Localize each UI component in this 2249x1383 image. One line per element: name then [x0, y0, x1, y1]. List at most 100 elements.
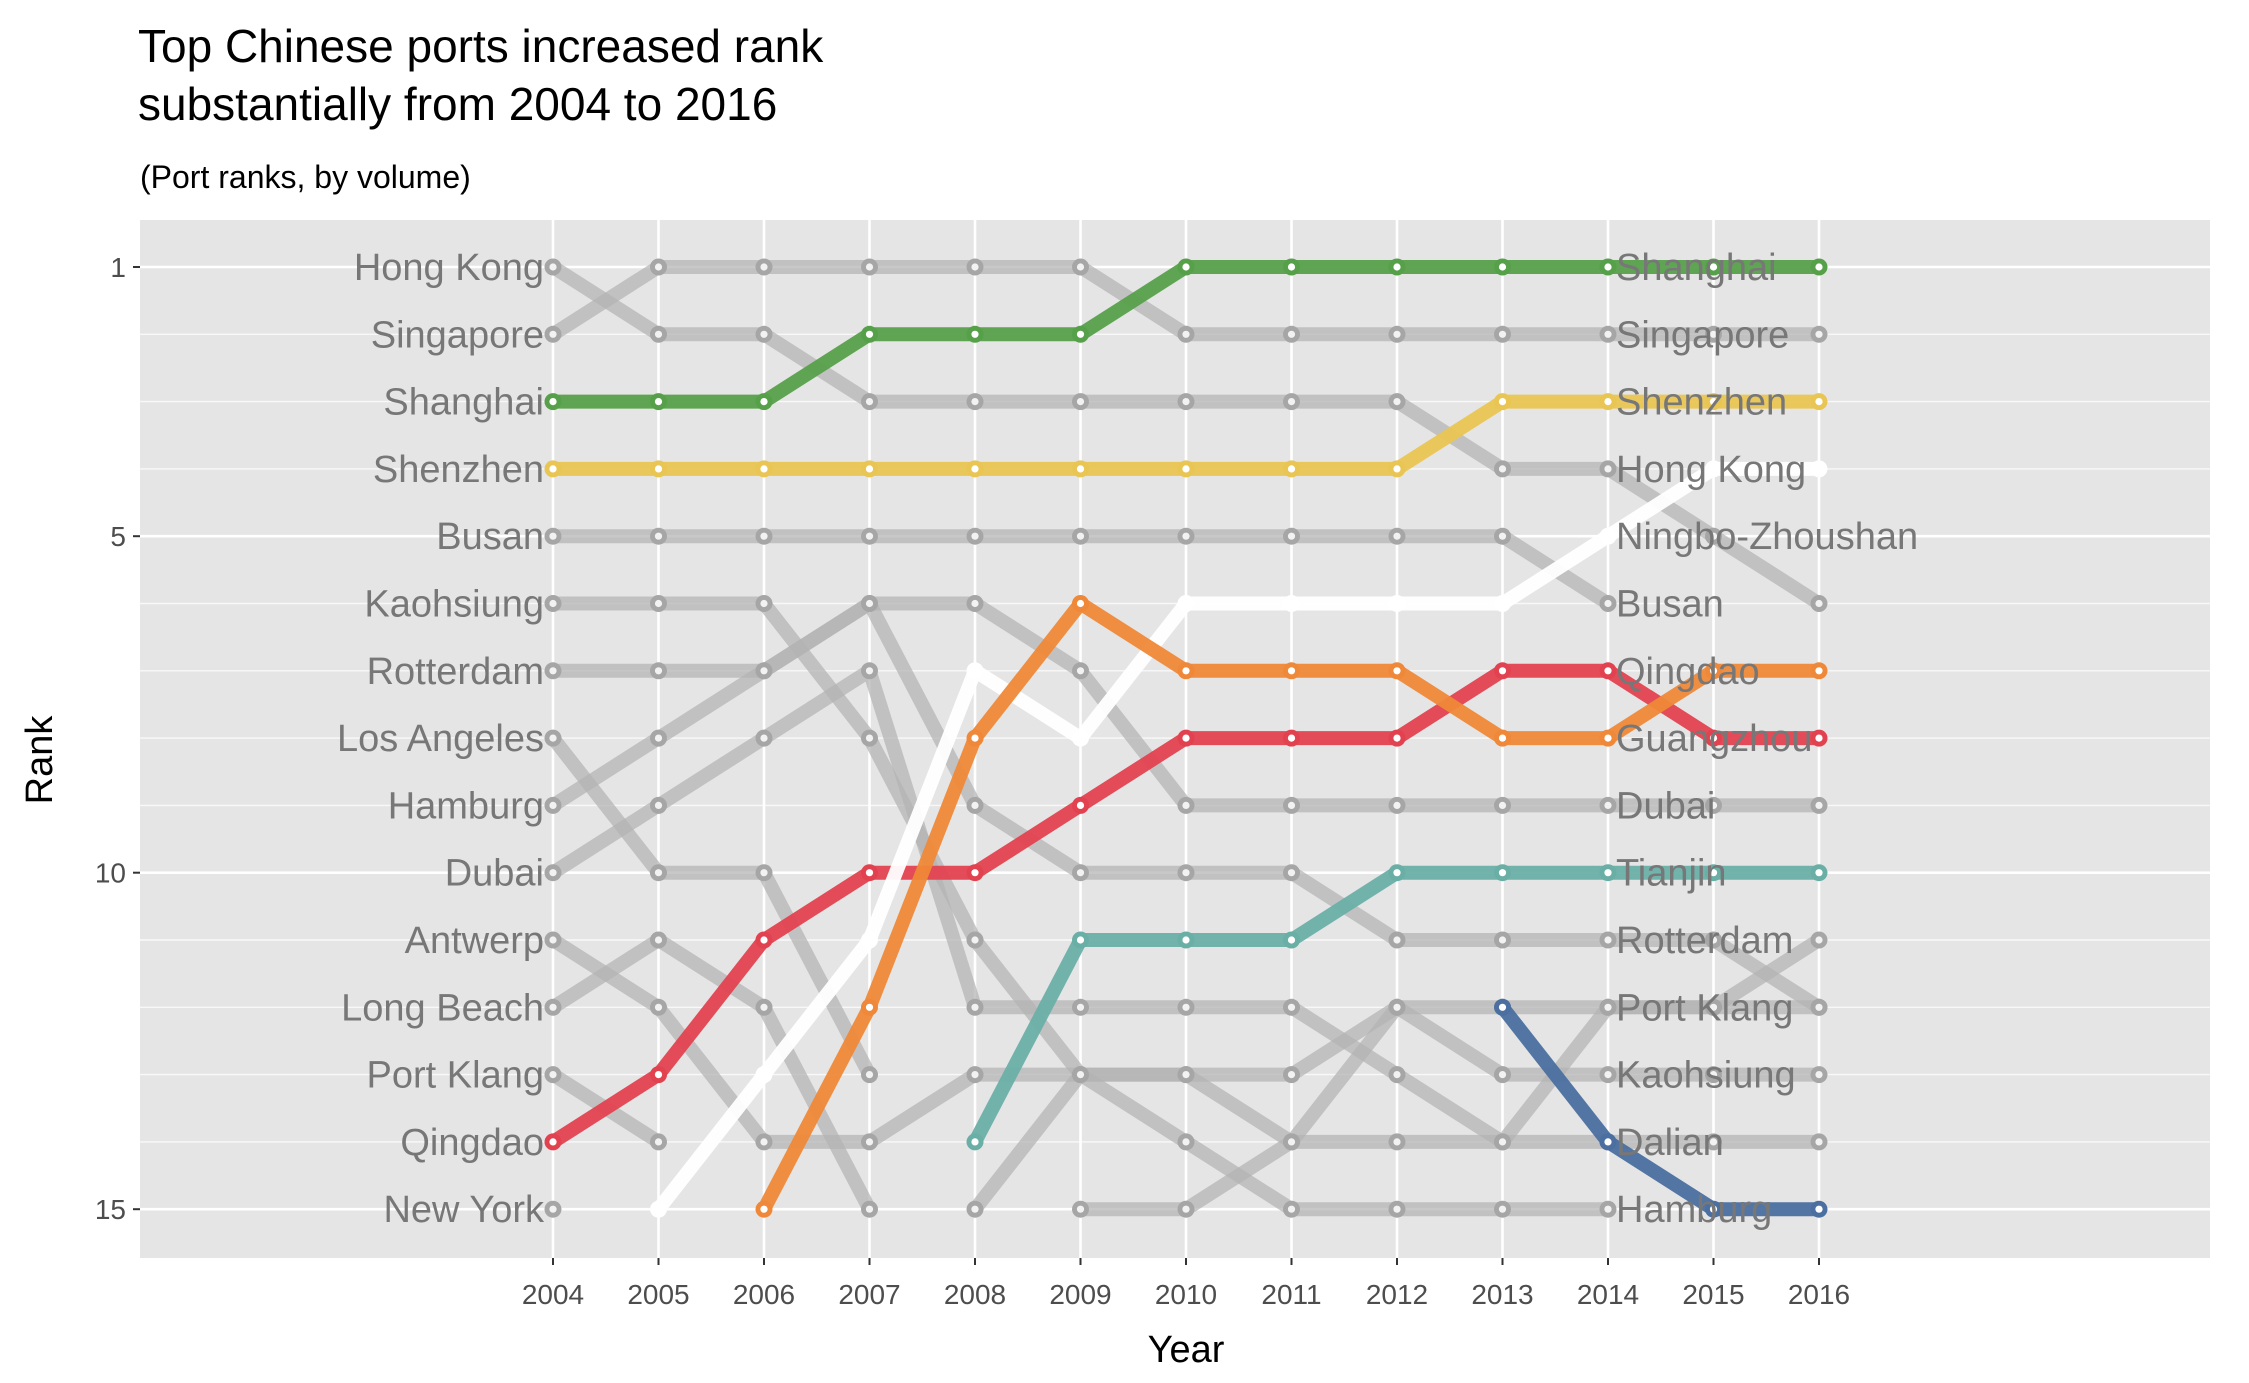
point-inner	[549, 532, 557, 540]
point-inner	[1498, 330, 1507, 338]
data-point	[966, 662, 984, 680]
data-point	[1177, 460, 1195, 478]
right-label-shanghai: Shanghai	[1616, 247, 1777, 289]
data-point	[544, 1066, 562, 1084]
data-point	[1388, 662, 1406, 680]
data-point	[1388, 796, 1406, 814]
series-ningbo-zhoushan	[650, 460, 1828, 1218]
data-point	[861, 393, 878, 411]
point-inner	[1498, 465, 1507, 473]
point-inner	[1709, 734, 1718, 742]
point-inner	[865, 330, 874, 338]
point-inner	[760, 263, 768, 271]
data-point	[1177, 796, 1195, 814]
data-point	[755, 460, 773, 478]
series-hong-kong	[544, 258, 1828, 612]
data-point	[861, 258, 878, 276]
data-point	[966, 1200, 984, 1218]
point-inner	[1498, 398, 1507, 406]
point-inner	[865, 465, 874, 473]
data-point	[1705, 527, 1722, 545]
data-point	[1705, 460, 1722, 478]
point-inner	[1815, 1205, 1823, 1213]
data-point	[1494, 864, 1511, 882]
point-inner	[1604, 465, 1612, 473]
point-inner	[1709, 1205, 1718, 1213]
x-tick-label: 2005	[627, 1279, 689, 1310]
left-label-singapore: Singapore	[371, 314, 544, 356]
data-point	[1810, 595, 1828, 612]
data-point	[1705, 1200, 1722, 1218]
data-point	[861, 864, 878, 882]
point-inner	[760, 1003, 768, 1011]
point-inner	[1604, 398, 1612, 406]
point-inner	[1604, 734, 1612, 742]
data-point	[544, 527, 562, 545]
point-inner	[654, 667, 663, 675]
data-point	[1388, 527, 1406, 545]
point-inner	[760, 465, 768, 473]
data-point	[966, 1066, 984, 1084]
series-busan	[544, 527, 1617, 612]
data-point	[1388, 393, 1406, 411]
point-inner	[1182, 801, 1190, 810]
point-inner	[654, 532, 663, 540]
data-point	[650, 864, 667, 882]
point-inner	[1076, 532, 1085, 540]
x-tick-label: 2016	[1788, 1279, 1850, 1310]
data-point	[1177, 1133, 1195, 1151]
right-label-qingdao: Qingdao	[1616, 651, 1760, 693]
left-label-hamburg: Hamburg	[388, 785, 544, 827]
data-point	[650, 527, 667, 545]
data-point	[861, 1200, 878, 1218]
point-inner	[1287, 667, 1296, 675]
x-tick-label: 2010	[1155, 1279, 1217, 1310]
point-inner	[1709, 1071, 1718, 1079]
left-label-rotterdam: Rotterdam	[367, 651, 544, 693]
data-point	[1810, 393, 1828, 411]
data-point	[755, 931, 773, 949]
point-inner	[1182, 1071, 1190, 1079]
data-point	[1810, 1200, 1828, 1218]
point-inner	[971, 398, 979, 406]
data-point	[1599, 1200, 1617, 1218]
point-inner	[1604, 1138, 1612, 1146]
point-inner	[971, 465, 979, 473]
point-inner	[1287, 734, 1296, 742]
point-inner	[1604, 1071, 1612, 1079]
data-point	[1283, 258, 1300, 276]
data-point	[1705, 931, 1722, 949]
data-point	[861, 460, 878, 478]
data-point	[755, 864, 773, 882]
point-inner	[654, 1205, 663, 1213]
data-point	[966, 258, 984, 276]
data-point	[1810, 864, 1828, 882]
point-inner	[1815, 1003, 1823, 1011]
data-point	[1810, 998, 1828, 1016]
y-tick-label: 1	[110, 252, 126, 283]
point-inner	[1287, 801, 1296, 810]
port-labels: Hong Kong Singapore Shanghai Shenzhen Busan K…	[337, 247, 1918, 1231]
data-point	[650, 796, 667, 814]
data-point	[1599, 1066, 1617, 1084]
point-inner	[865, 734, 874, 742]
data-point	[1705, 796, 1722, 814]
data-point	[755, 1200, 773, 1218]
point-inner	[1815, 263, 1823, 271]
data-point	[1705, 1133, 1722, 1151]
data-point	[544, 998, 562, 1016]
data-point	[1810, 931, 1828, 949]
point-inner	[1182, 869, 1190, 877]
right-label-guangzhou: Guangzhou	[1616, 718, 1813, 760]
series-line	[651, 461, 1826, 1217]
data-point	[1705, 258, 1722, 276]
data-point	[1283, 796, 1300, 814]
left-label-shanghai: Shanghai	[383, 382, 544, 424]
series-guangzhou	[755, 595, 1828, 1218]
point-inner	[760, 936, 768, 944]
series-line	[546, 731, 877, 1082]
point-inner	[1604, 1205, 1612, 1213]
data-point	[1072, 729, 1089, 747]
data-point	[1494, 1200, 1511, 1218]
point-inner	[549, 465, 557, 473]
